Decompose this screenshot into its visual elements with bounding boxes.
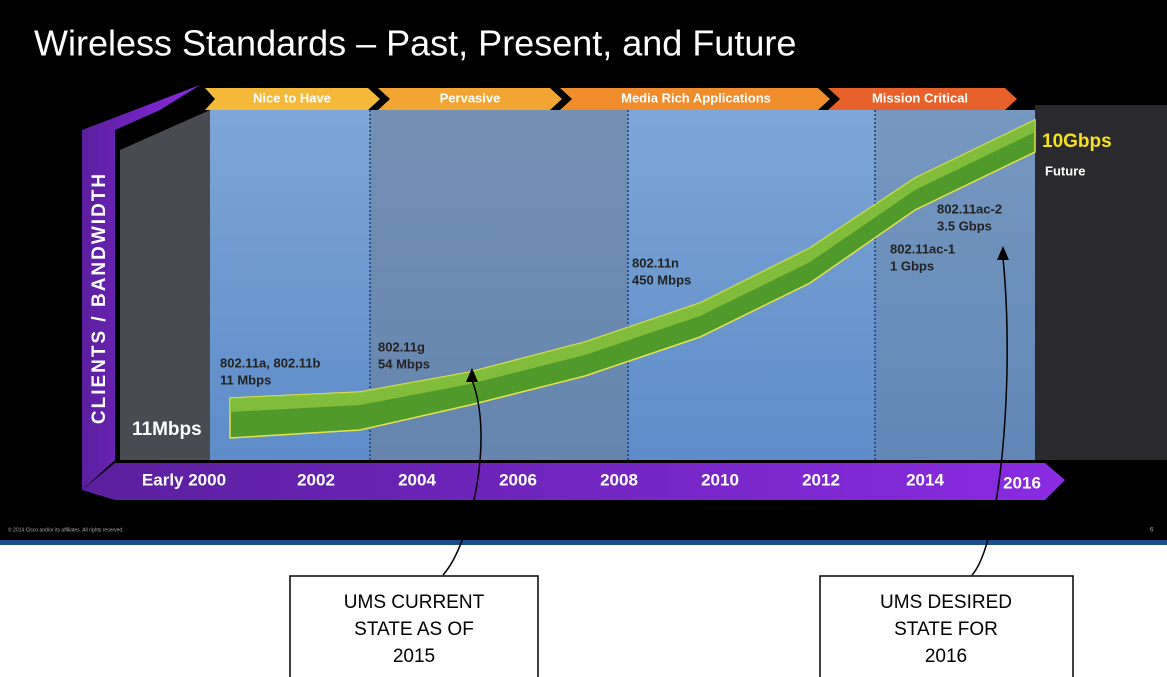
phase-label: Media Rich Applications: [621, 90, 771, 105]
page: {"title": "Wireless Standards – Past, Pr…: [0, 0, 1167, 677]
x-label: 2012: [802, 470, 840, 489]
x-label: 2002: [297, 470, 335, 489]
future-panel: [1035, 105, 1167, 460]
standard-speed: 54 Mbps: [378, 356, 430, 371]
side-wall: [120, 110, 210, 460]
callout-line: STATE FOR: [894, 619, 998, 640]
standard-name: 802.11g: [378, 339, 425, 354]
x-label: 2016: [1003, 473, 1041, 492]
callout-line: UMS CURRENT: [344, 592, 485, 613]
standard-speed: 450 Mbps: [632, 272, 691, 287]
x-label: 2010: [701, 470, 739, 489]
standard-speed: 11 Mbps: [220, 372, 271, 387]
standard-speed: 1 Gbps: [890, 258, 934, 273]
copyright: © 2014 Cisco and/or its affiliates. All …: [8, 526, 124, 533]
x-label: 2008: [600, 470, 638, 489]
end-label: 10Gbps: [1042, 131, 1112, 152]
standard-name: 802.11ac-2: [937, 201, 1002, 216]
callout-line: UMS DESIRED: [880, 592, 1012, 613]
x-label: Early 2000: [142, 470, 226, 489]
slide-title: Wireless Standards – Past, Present, and …: [34, 23, 796, 64]
standard-name: 802.11a, 802.11b: [220, 355, 321, 370]
callout-line: 2015: [393, 646, 435, 667]
phase-label: Pervasive: [440, 90, 501, 105]
y-axis-label: CLIENTS / BANDWIDTH: [89, 172, 110, 424]
standard-name: 802.11ac-1: [890, 241, 955, 256]
end-note: Future: [1045, 163, 1085, 178]
x-label: 2004: [398, 470, 436, 489]
phase-label: Nice to Have: [253, 90, 331, 105]
standard-speed: 3.5 Gbps: [937, 218, 992, 233]
x-label: 2006: [499, 470, 537, 489]
callout-line: 2016: [925, 646, 967, 667]
phase-label: Mission Critical: [872, 90, 968, 105]
callout-line: STATE AS OF: [354, 619, 474, 640]
start-label: 11Mbps: [132, 419, 202, 440]
x-label: 2014: [906, 470, 944, 489]
slide-bottom-bar: [0, 540, 1167, 545]
slide: Wireless Standards – Past, Present, and …: [0, 0, 1167, 677]
standard-name: 802.11n: [632, 255, 679, 270]
